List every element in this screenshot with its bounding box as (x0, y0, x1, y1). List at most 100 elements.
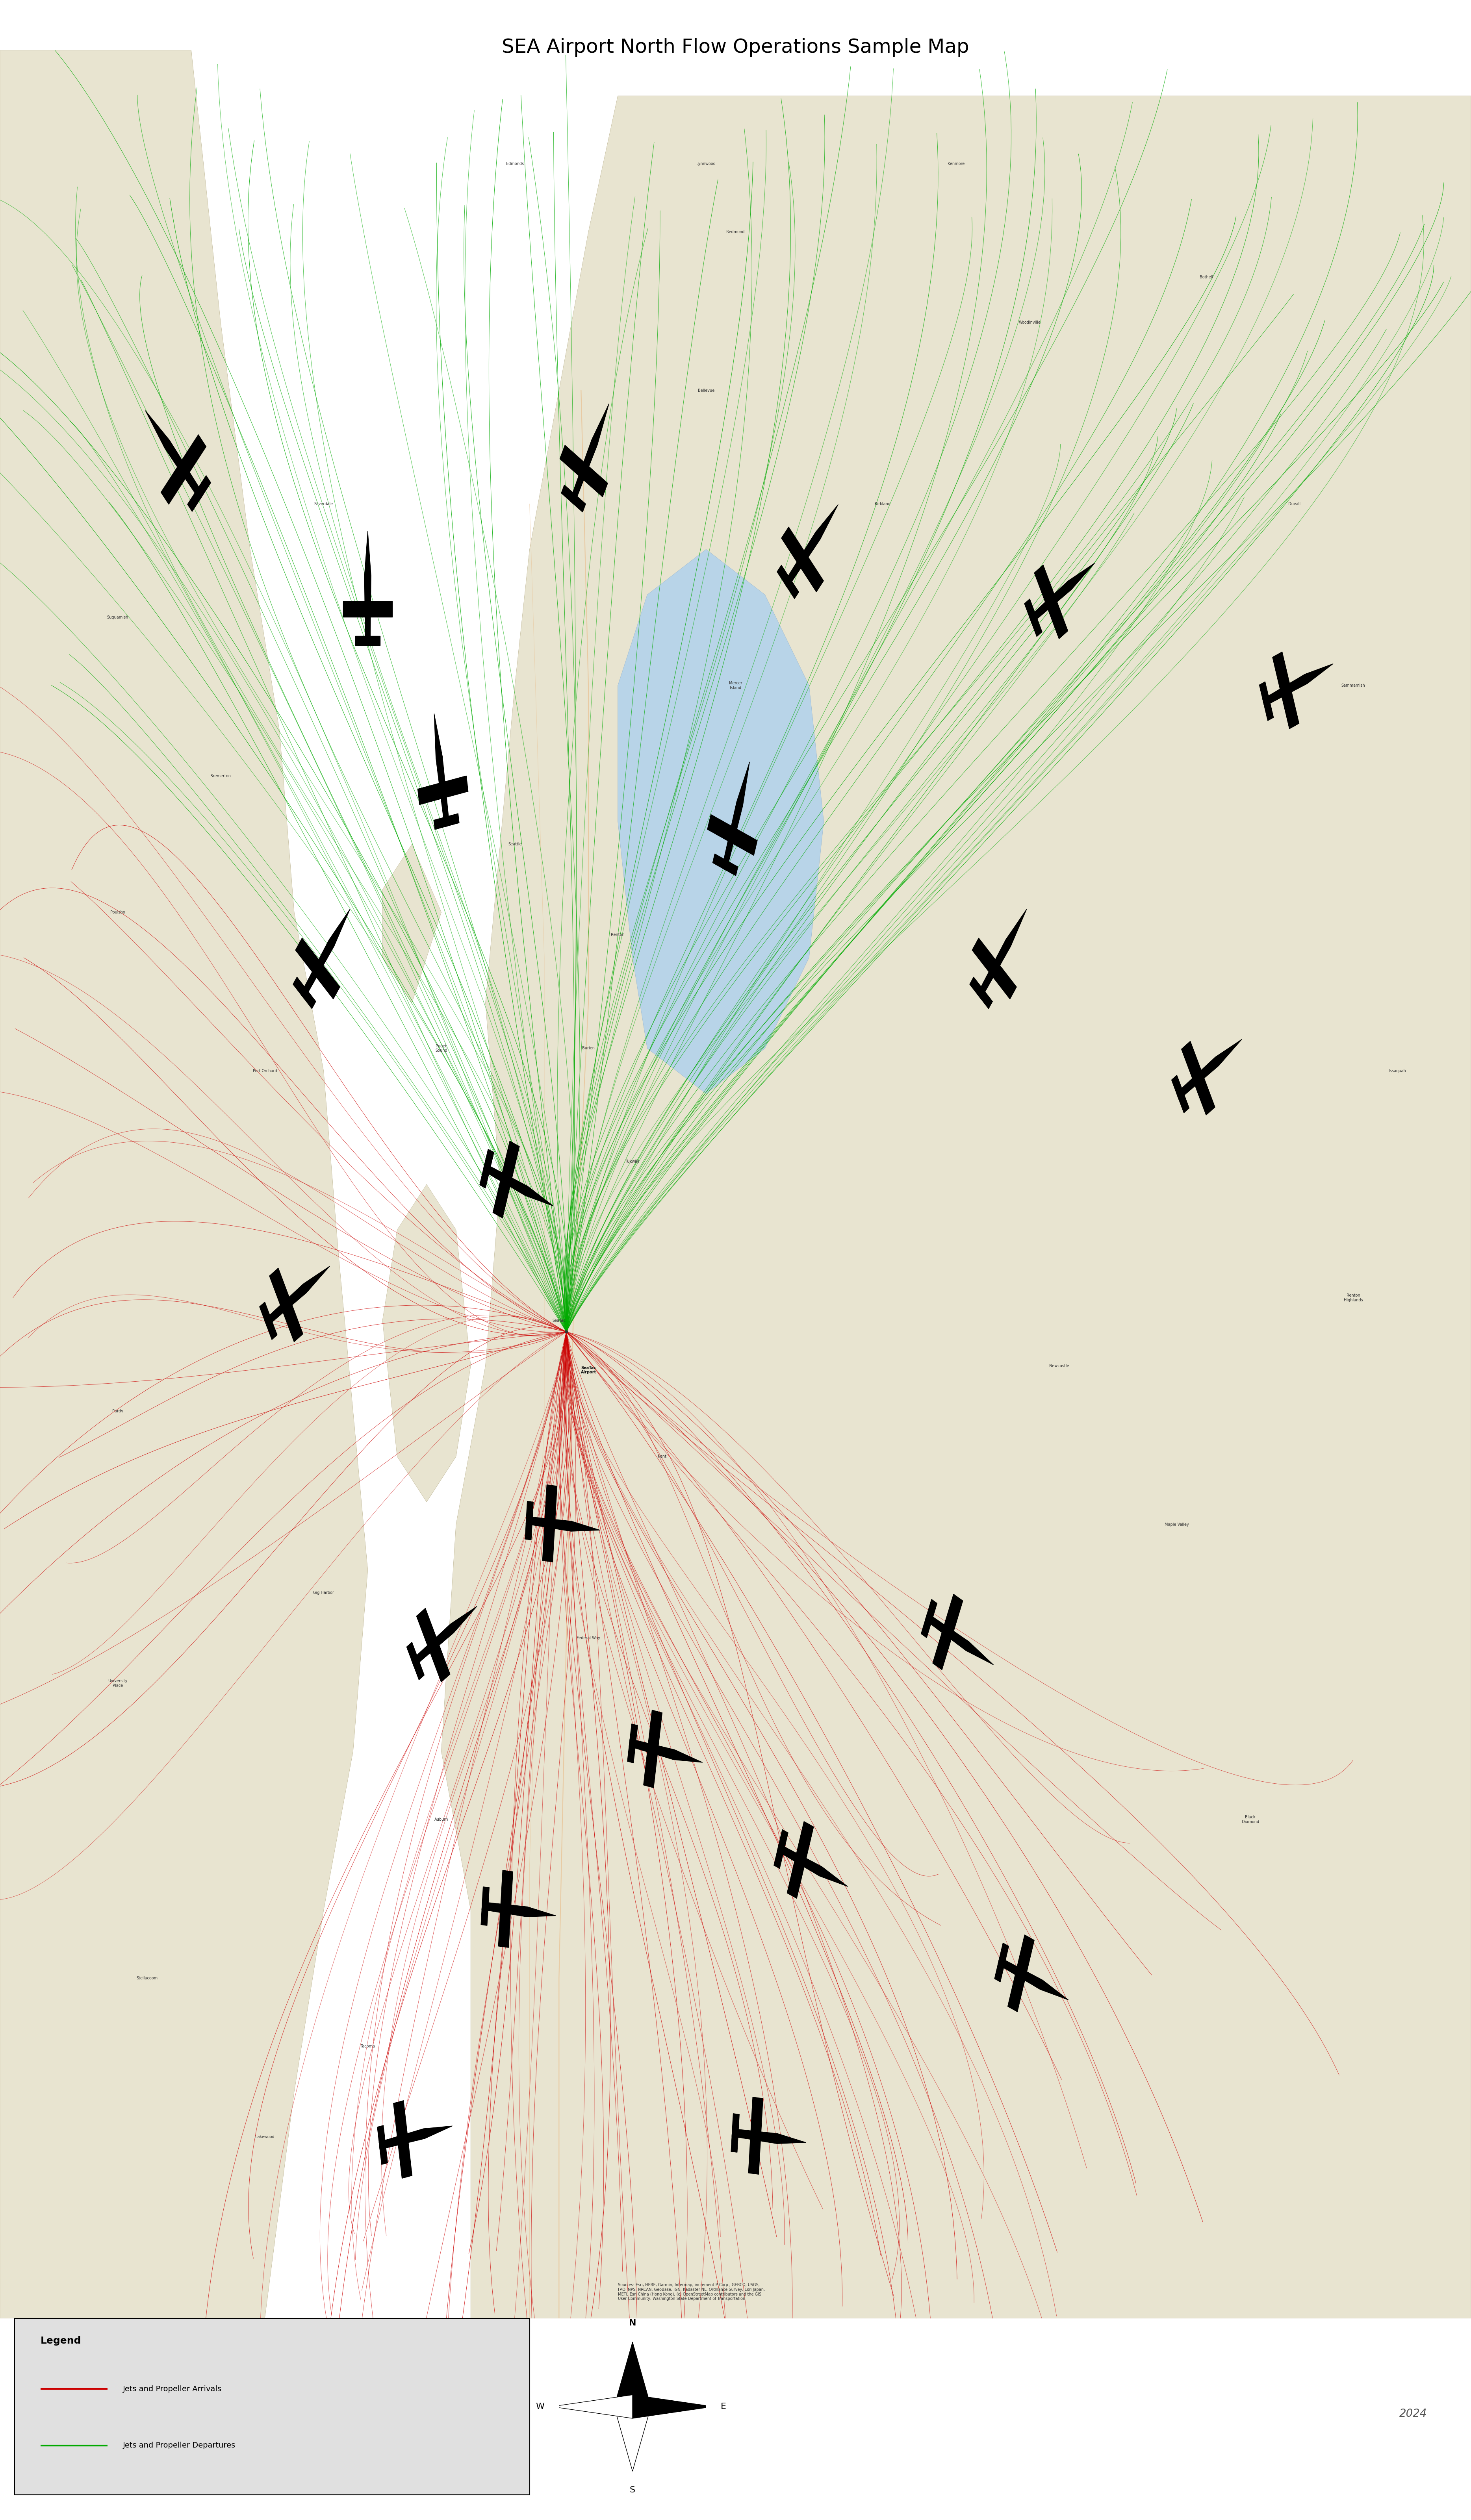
Polygon shape (787, 1857, 805, 1898)
Polygon shape (1177, 1038, 1242, 1099)
Polygon shape (724, 859, 738, 877)
Polygon shape (382, 844, 441, 1003)
Text: Poulsbo: Poulsbo (110, 910, 125, 915)
Polygon shape (927, 1600, 937, 1620)
Polygon shape (1171, 1076, 1183, 1096)
Polygon shape (630, 1724, 638, 1744)
Text: SEA Airport North Flow Operations Sample Map: SEA Airport North Flow Operations Sample… (502, 38, 969, 55)
Text: Auburn: Auburn (434, 1817, 449, 1822)
Polygon shape (265, 1265, 330, 1326)
Text: S: S (630, 2485, 635, 2495)
Polygon shape (160, 464, 187, 504)
FancyBboxPatch shape (15, 2318, 530, 2495)
Polygon shape (581, 464, 608, 496)
Text: Burien: Burien (583, 1046, 594, 1051)
Polygon shape (266, 1318, 277, 1341)
Text: Issaquah: Issaquah (1389, 1068, 1406, 1074)
Polygon shape (733, 2114, 740, 2134)
Text: Jets and Propeller Arrivals: Jets and Propeller Arrivals (124, 2386, 222, 2391)
Polygon shape (1047, 597, 1068, 640)
Text: N: N (630, 2318, 635, 2328)
Polygon shape (643, 1746, 658, 1787)
Polygon shape (269, 1268, 291, 1308)
Polygon shape (1281, 688, 1299, 728)
Polygon shape (799, 554, 824, 592)
Text: Renton
Highlands: Renton Highlands (1343, 1293, 1364, 1303)
Text: Tukwila: Tukwila (625, 1159, 640, 1164)
Polygon shape (972, 937, 997, 975)
Polygon shape (1262, 663, 1333, 706)
Polygon shape (933, 1628, 952, 1671)
Text: Puget
Sound: Puget Sound (435, 1043, 447, 1053)
Polygon shape (997, 1958, 1068, 2001)
Polygon shape (368, 602, 393, 617)
Polygon shape (733, 2129, 806, 2145)
Text: Lynnwood: Lynnwood (696, 161, 716, 166)
Polygon shape (1008, 1971, 1025, 2011)
Text: Suquamish: Suquamish (107, 615, 128, 620)
Polygon shape (197, 476, 210, 496)
Polygon shape (969, 978, 983, 995)
Polygon shape (499, 1908, 510, 1948)
Polygon shape (446, 814, 459, 827)
Polygon shape (382, 1184, 471, 1502)
Text: University
Place: University Place (107, 1678, 128, 1688)
Polygon shape (647, 1711, 662, 1751)
Polygon shape (418, 781, 444, 804)
Polygon shape (750, 2097, 763, 2137)
Polygon shape (572, 494, 585, 512)
Polygon shape (999, 1943, 1009, 1963)
Text: Edmonds: Edmonds (506, 161, 524, 166)
Text: Bellevue: Bellevue (697, 388, 715, 393)
Polygon shape (259, 1303, 271, 1323)
Polygon shape (1031, 615, 1041, 638)
Polygon shape (413, 1658, 424, 1681)
Polygon shape (543, 1522, 555, 1562)
Polygon shape (1264, 701, 1274, 721)
Polygon shape (777, 1845, 847, 1887)
Text: Sammamish: Sammamish (1342, 683, 1365, 688)
Polygon shape (300, 910, 350, 998)
Polygon shape (303, 990, 316, 1008)
Text: Seattle: Seattle (507, 842, 522, 847)
Polygon shape (187, 489, 202, 512)
Polygon shape (356, 635, 368, 645)
Polygon shape (1272, 653, 1290, 693)
Text: Silverdale: Silverdale (315, 501, 332, 507)
Polygon shape (146, 411, 203, 499)
Polygon shape (482, 1887, 490, 1908)
Polygon shape (627, 1741, 635, 1764)
Text: Woodinville: Woodinville (1019, 320, 1040, 325)
Polygon shape (380, 2145, 388, 2165)
Text: E: E (721, 2402, 727, 2412)
Polygon shape (560, 446, 587, 479)
Polygon shape (500, 1870, 513, 1910)
Text: Bothell: Bothell (1199, 275, 1214, 280)
Polygon shape (377, 2124, 385, 2147)
Polygon shape (1016, 1935, 1034, 1976)
Polygon shape (980, 990, 993, 1008)
Polygon shape (544, 1484, 558, 1525)
Polygon shape (569, 403, 609, 504)
Polygon shape (731, 827, 758, 854)
Polygon shape (615, 2407, 650, 2472)
Text: Legend: Legend (41, 2336, 81, 2346)
Polygon shape (562, 484, 575, 501)
Polygon shape (441, 96, 1471, 2318)
Polygon shape (778, 1830, 788, 1850)
Polygon shape (921, 1615, 933, 1638)
Polygon shape (416, 1608, 438, 1648)
Text: Gig Harbor: Gig Harbor (313, 1590, 334, 1595)
Text: Black
Diamond: Black Diamond (1242, 1814, 1259, 1824)
Polygon shape (484, 1149, 494, 1169)
Text: SeaTac
Airport: SeaTac Airport (581, 1366, 596, 1373)
Polygon shape (1181, 1041, 1203, 1081)
Polygon shape (925, 1613, 993, 1666)
Polygon shape (343, 602, 368, 617)
Text: SeaTac: SeaTac (552, 1318, 566, 1323)
Polygon shape (296, 937, 321, 975)
Polygon shape (1178, 1091, 1189, 1114)
Polygon shape (397, 2137, 412, 2177)
Polygon shape (991, 963, 1016, 998)
Polygon shape (0, 50, 368, 2318)
